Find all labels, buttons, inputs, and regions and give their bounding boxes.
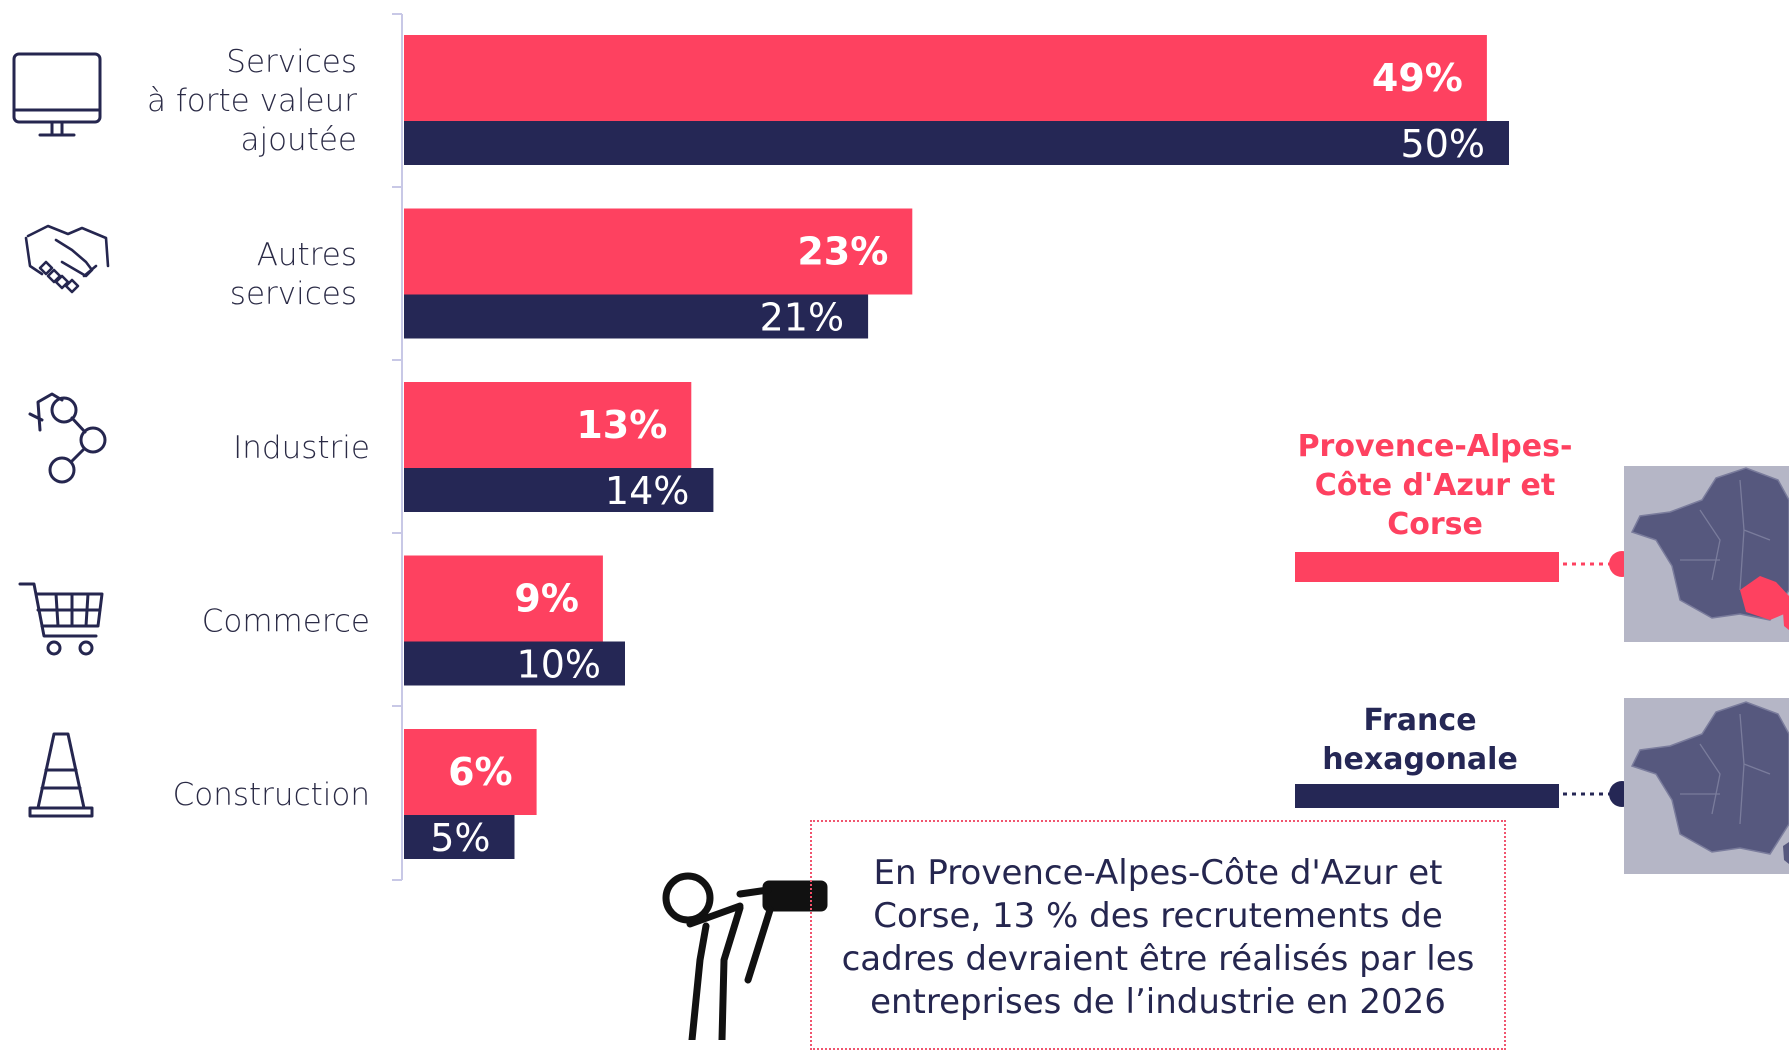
legend-swatch-france [1295,784,1559,808]
callout-box: En Provence-Alpes-Côte d'Azur et Corse, … [810,820,1506,1050]
legend-title-line: hexagonale [1322,742,1518,777]
shopping-cart-icon [18,582,104,656]
data-label-france-services-a-forte-valeur-ajoutee: 50% [1401,122,1485,166]
data-label-france-autres-services: 21% [760,296,844,340]
france-map-paca-icon [1624,466,1789,642]
traffic-cone-icon [28,732,94,818]
bar-paca-construction [404,729,537,815]
bar-france-commerce [404,641,625,686]
robot-arm-icon [28,392,107,484]
data-label-paca-industrie: 13% [576,403,667,447]
bar-paca-industrie [404,382,692,468]
callout-text: En Provence-Alpes-Côte d'Azur et Corse, … [841,853,1475,1022]
category-label-commerce: Commerce [202,604,370,640]
legend-title-paca: Provence-Alpes- Côte d'Azur et Corse [1280,427,1590,544]
data-label-france-commerce: 10% [517,643,601,687]
france-map-icon [1624,698,1789,874]
bar-france-autres-services [404,294,869,339]
bar-paca-autres-services [404,208,913,295]
legend-title-line: Provence-Alpes- [1297,429,1573,464]
person-telescope-icon [662,872,828,1040]
legend-title-line: France [1363,703,1477,738]
data-label-paca-autres-services: 23% [797,230,888,274]
data-label-paca-construction: 6% [448,750,513,794]
bar-paca-services-a-forte-valeur-ajoutee [404,35,1487,121]
legend-title-line: Corse [1387,507,1483,542]
category-label-services-a-forte-valeur-ajoutee: à forte valeur [147,83,357,119]
handshake-icon [24,224,110,294]
bar-france-construction [404,815,515,859]
data-label-paca-services-a-forte-valeur-ajoutee: 49% [1372,56,1463,100]
category-label-autres-services: Autres [257,237,357,273]
category-label-construction: Construction [173,777,370,813]
data-label-france-construction: 5% [430,816,490,860]
data-label-paca-commerce: 9% [514,577,579,621]
axis-ticks [392,13,402,881]
bar-paca-commerce [404,555,603,642]
category-label-autres-services: services [230,276,357,312]
data-label-france-industrie: 14% [605,469,689,513]
computer-monitor-icon [12,52,102,137]
legend-title-france: France hexagonale [1270,701,1570,779]
category-label-industrie: Industrie [233,430,370,466]
category-label-services-a-forte-valeur-ajoutee: ajoutée [240,122,357,158]
category-label-services-a-forte-valeur-ajoutee: Services [226,44,357,80]
bar-france-industrie [404,468,714,512]
legend-swatch-paca [1295,552,1559,582]
legend-title-line: Côte d'Azur et [1314,468,1556,503]
bar-france-services-a-forte-valeur-ajoutee [404,121,1509,165]
bars-group: 49% 50% 23% 21% 13% 14% 9% 10% 6% 5% [404,35,1509,860]
